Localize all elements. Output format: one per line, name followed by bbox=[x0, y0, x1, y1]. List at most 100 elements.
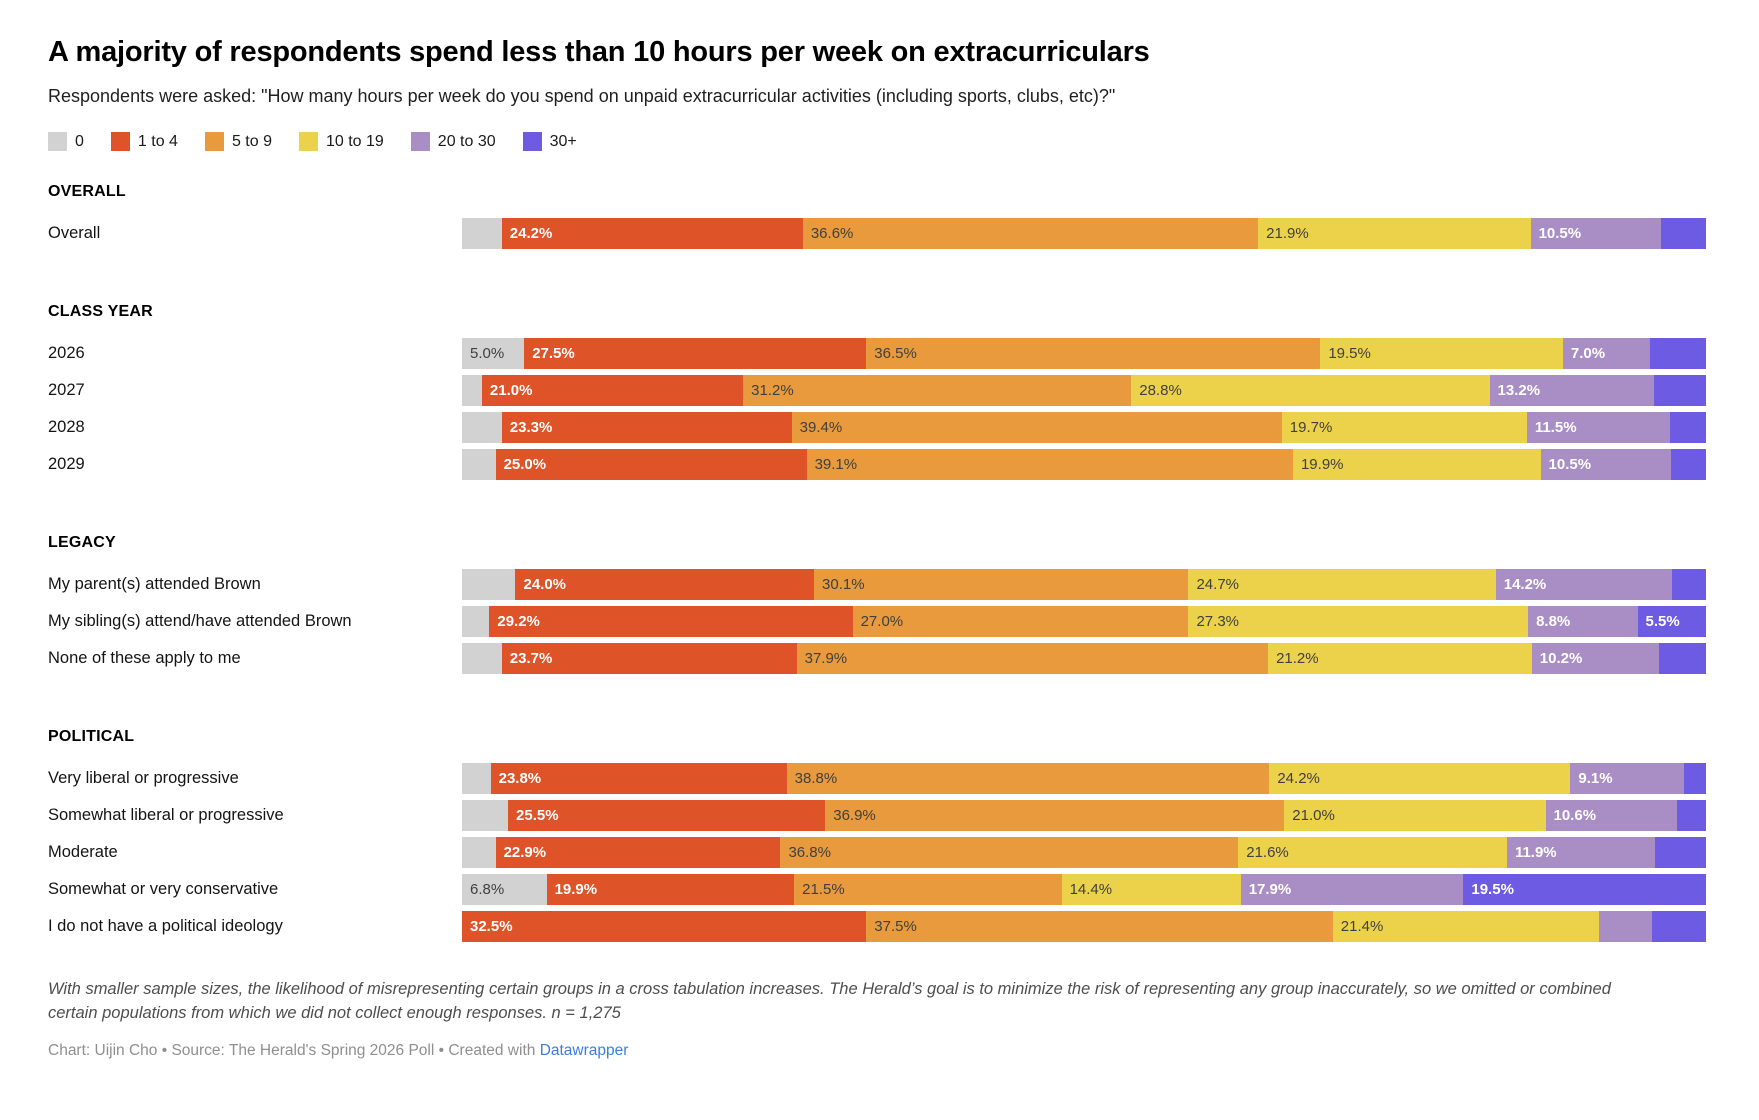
segment-value-label: 5.0% bbox=[470, 345, 505, 362]
bar-segment-1-to-4: 19.9% bbox=[546, 874, 795, 905]
segment-value-label: 21.6% bbox=[1246, 844, 1289, 861]
row-label: I do not have a political ideology bbox=[48, 917, 283, 935]
bar-segment-20-to-30 bbox=[1599, 911, 1653, 942]
bar-segment-20-to-30: 10.6% bbox=[1545, 800, 1678, 831]
row-label: My parent(s) attended Brown bbox=[48, 575, 261, 593]
legend-swatch bbox=[110, 132, 130, 151]
bar-segment-30+: 19.5% bbox=[1463, 874, 1706, 905]
bar-segment-5-to-9: 39.4% bbox=[791, 412, 1282, 443]
row-label: 2028 bbox=[48, 418, 85, 436]
segment-value-label: 37.5% bbox=[874, 918, 917, 935]
stacked-bar: 6.8% 19.9% 21.5% 14.4% 17.9% 19.5% bbox=[462, 874, 1706, 905]
segment-value-label: 23.8% bbox=[498, 770, 542, 787]
segment-value-label: 30.1% bbox=[822, 576, 865, 593]
segment-value-label: 27.0% bbox=[860, 613, 904, 630]
segment-value-label: 14.2% bbox=[1503, 576, 1547, 593]
bar-segment-20-to-30: 10.5% bbox=[1540, 449, 1672, 480]
segment-value-label: 10.5% bbox=[1538, 225, 1582, 242]
section-header: OVERALL bbox=[48, 183, 126, 200]
segment-value-label: 25.0% bbox=[503, 456, 547, 473]
chart-row: Moderate 22.9% 36.8% 21.6% 11.9% bbox=[48, 837, 1706, 868]
bar-segment-30+ bbox=[1653, 375, 1706, 406]
bar-segment-1-to-4: 23.8% bbox=[490, 763, 787, 794]
stacked-bar: 25.0% 39.1% 19.9% 10.5% bbox=[462, 449, 1706, 480]
legend-item: 1 to 4 bbox=[110, 132, 178, 151]
segment-value-label: 10.6% bbox=[1553, 807, 1597, 824]
segment-value-label: 14.4% bbox=[1069, 881, 1113, 898]
bar-segment-0 bbox=[462, 569, 516, 600]
bar-segment-10-to-19: 27.3% bbox=[1188, 606, 1529, 637]
bar-segment-5-to-9: 39.1% bbox=[806, 449, 1293, 480]
segment-value-label: 19.7% bbox=[1289, 419, 1333, 436]
legend-label: 10 to 19 bbox=[325, 132, 384, 150]
chart-sections: OVERALL Overall 24.2% 36.6% 21.9% 10.5% CLASS … bbox=[48, 183, 1706, 942]
chart-row: 2028 23.3% 39.4% 19.7% 11.5% bbox=[48, 412, 1706, 443]
stacked-bar: 29.2% 27.0% 27.3% 8.8% 5.5% bbox=[462, 606, 1706, 637]
bar-segment-30+ bbox=[1661, 218, 1706, 249]
page-title: A majority of respondents spend less tha… bbox=[48, 36, 1150, 68]
bar-segment-1-to-4: 29.2% bbox=[489, 606, 853, 637]
segment-value-label: 38.8% bbox=[794, 770, 838, 787]
bar-segment-1-to-4: 23.7% bbox=[501, 643, 797, 674]
segment-value-label: 32.5% bbox=[470, 918, 513, 935]
segment-value-label: 21.5% bbox=[802, 881, 845, 898]
bar-segment-30+ bbox=[1658, 643, 1706, 674]
bar-segment-5-to-9: 36.5% bbox=[866, 338, 1321, 369]
bar-segment-30+ bbox=[1671, 449, 1706, 480]
stacked-bar: 23.3% 39.4% 19.7% 11.5% bbox=[462, 412, 1706, 443]
segment-value-label: 21.4% bbox=[1340, 918, 1384, 935]
bar-segment-0 bbox=[462, 763, 491, 794]
row-label: Very liberal or progressive bbox=[48, 769, 239, 787]
legend-swatch bbox=[298, 132, 318, 151]
stacked-bar: 24.0% 30.1% 24.7% 14.2% bbox=[462, 569, 1706, 600]
chart-row: Somewhat liberal or progressive 25.5% 36.9… bbox=[48, 800, 1706, 831]
bar-segment-5-to-9: 37.9% bbox=[796, 643, 1269, 674]
segment-value-label: 24.2% bbox=[509, 225, 553, 242]
bar-segment-0: 6.8% bbox=[462, 874, 547, 905]
legend-label: 20 to 30 bbox=[437, 132, 496, 150]
bar-segment-5-to-9: 38.8% bbox=[786, 763, 1270, 794]
bar-segment-10-to-19: 21.6% bbox=[1238, 837, 1507, 868]
legend-label: 0 bbox=[75, 132, 84, 150]
bar-segment-20-to-30: 10.2% bbox=[1531, 643, 1659, 674]
stacked-bar: 25.5% 36.9% 21.0% 10.6% bbox=[462, 800, 1706, 831]
legend-swatch bbox=[204, 132, 224, 151]
bar-segment-10-to-19: 28.8% bbox=[1131, 375, 1490, 406]
chart-subtitle: Respondents were asked: "How many hours … bbox=[48, 86, 1116, 106]
segment-value-label: 21.2% bbox=[1276, 650, 1319, 667]
segment-value-label: 36.6% bbox=[810, 225, 854, 242]
bar-segment-10-to-19: 24.2% bbox=[1269, 763, 1571, 794]
bar-segment-30+ bbox=[1672, 569, 1706, 600]
row-label: 2027 bbox=[48, 381, 85, 399]
bar-segment-10-to-19: 24.7% bbox=[1188, 569, 1496, 600]
bar-segment-20-to-30: 9.1% bbox=[1570, 763, 1684, 794]
segment-value-label: 37.9% bbox=[804, 650, 848, 667]
section-header: POLITICAL bbox=[48, 728, 135, 745]
bar-segment-10-to-19: 21.2% bbox=[1268, 643, 1532, 674]
segment-value-label: 10.5% bbox=[1548, 456, 1592, 473]
chart-row: 2026 5.0% 27.5% 36.5% 19.5% 7.0% bbox=[48, 338, 1706, 369]
row-label: Somewhat or very conservative bbox=[48, 880, 279, 898]
bar-segment-10-to-19: 21.9% bbox=[1258, 218, 1531, 249]
segment-value-label: 21.0% bbox=[1292, 807, 1335, 824]
segment-value-label: 25.5% bbox=[516, 807, 559, 824]
chart-section: LEGACY My parent(s) attended Brown 24.0% 30… bbox=[48, 534, 1706, 674]
segment-value-label: 27.5% bbox=[532, 345, 575, 362]
datawrapper-link[interactable]: Datawrapper bbox=[539, 1041, 629, 1059]
bar-segment-1-to-4: 25.0% bbox=[495, 449, 807, 480]
segment-value-label: 17.9% bbox=[1248, 881, 1292, 898]
row-label: None of these apply to me bbox=[48, 649, 241, 667]
stacked-bar: 21.0% 31.2% 28.8% 13.2% bbox=[462, 375, 1706, 406]
segment-value-label: 36.9% bbox=[833, 807, 876, 824]
chart-row: 2029 25.0% 39.1% 19.9% 10.5% bbox=[48, 449, 1706, 480]
segment-value-label: 39.1% bbox=[814, 456, 858, 473]
row-label: Somewhat liberal or progressive bbox=[48, 806, 284, 824]
legend-item: 10 to 19 bbox=[298, 132, 384, 151]
segment-value-label: 19.9% bbox=[554, 881, 598, 898]
bar-segment-1-to-4: 23.3% bbox=[501, 412, 792, 443]
legend-swatch bbox=[410, 132, 430, 151]
stacked-bar: 23.7% 37.9% 21.2% 10.2% bbox=[462, 643, 1706, 674]
chart-section: POLITICAL Very liberal or progressive 23.8… bbox=[48, 728, 1706, 942]
bar-segment-30+ bbox=[1669, 412, 1706, 443]
legend-label: 5 to 9 bbox=[231, 132, 272, 150]
